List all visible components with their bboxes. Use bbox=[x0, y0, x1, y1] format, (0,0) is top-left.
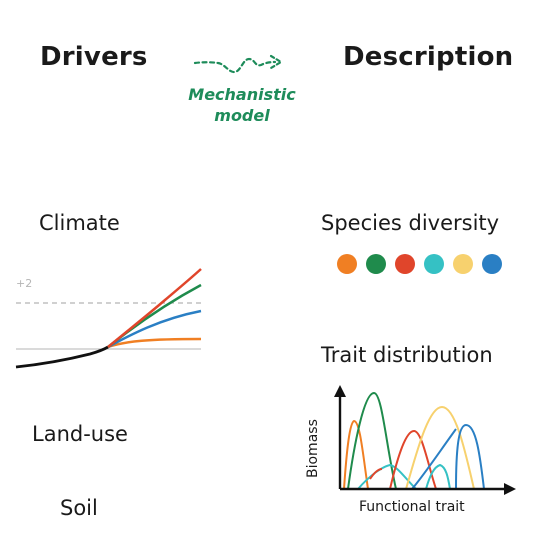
climate-label: Climate bbox=[39, 211, 120, 235]
species-dot bbox=[395, 254, 415, 274]
scenario-blue-curve bbox=[108, 311, 201, 347]
species-dot bbox=[366, 254, 386, 274]
biomass-axis-label: Biomass bbox=[305, 419, 321, 478]
species-dot bbox=[453, 254, 473, 274]
species-dot bbox=[337, 254, 357, 274]
species-diversity-label: Species diversity bbox=[321, 211, 499, 235]
historical-curve bbox=[16, 347, 108, 367]
mechanistic-model-arrow-icon bbox=[185, 45, 295, 85]
species-orange-curve bbox=[344, 421, 368, 489]
soil-label: Soil bbox=[60, 496, 98, 520]
scenario-red-curve bbox=[108, 269, 201, 347]
land-use-label: Land-use bbox=[32, 422, 128, 446]
trait-distribution-label: Trait distribution bbox=[321, 343, 493, 367]
trait-x-axis-arrowhead-icon bbox=[504, 483, 516, 495]
climate-projection-plot bbox=[0, 255, 220, 375]
mechanistic-model-line-2: model bbox=[176, 105, 308, 126]
drivers-header: Drivers bbox=[40, 42, 148, 72]
species-yellow-curve bbox=[406, 407, 474, 489]
functional-trait-axis-label: Functional trait bbox=[359, 499, 465, 515]
trait-y-axis-arrowhead-icon bbox=[334, 385, 346, 397]
mechanistic-model-label: Mechanistic model bbox=[176, 84, 308, 126]
description-header: Description bbox=[343, 42, 513, 72]
species-blue-curve bbox=[456, 425, 484, 489]
species-dot bbox=[424, 254, 444, 274]
mechanistic-model-line-1: Mechanistic bbox=[176, 84, 308, 105]
species-dot bbox=[482, 254, 502, 274]
scenario-green-curve bbox=[108, 285, 201, 347]
trait-distribution-plot bbox=[330, 385, 530, 515]
